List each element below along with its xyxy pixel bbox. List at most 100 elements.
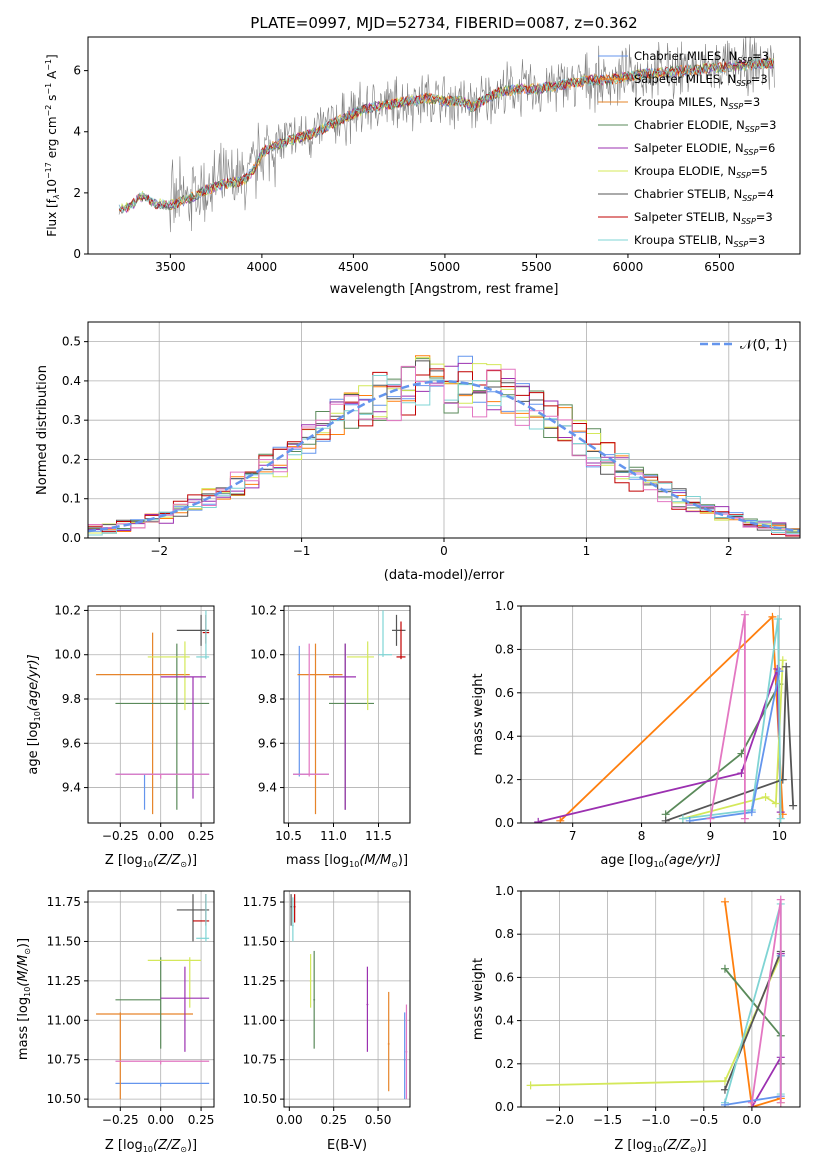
y-axis-label: Flux [fλ10−17 erg cm−2 s−1 A−1] (44, 54, 61, 236)
x-tick-label: 4000 (247, 260, 278, 274)
x-tick-label: 6500 (704, 260, 735, 274)
y-tick-label: 0.4 (495, 729, 514, 743)
label-segment: erg cm (45, 116, 59, 162)
x-tick-label: 10.5 (275, 829, 302, 843)
series-point (761, 792, 770, 801)
x-tick-label: 0.00 (147, 1113, 174, 1127)
y-axis-label: mass [log10(M/M⊙)] (16, 938, 32, 1060)
series-point (775, 667, 784, 676)
y-tick-label: 9.8 (62, 692, 81, 706)
y-tick-label: 0.6 (495, 970, 514, 984)
series-point (747, 1098, 756, 1107)
series-point (720, 964, 729, 973)
label-segment: ⊙ (180, 1145, 187, 1154)
label-segment: −1 (44, 83, 53, 95)
y-tick-label: 0.3 (62, 413, 81, 427)
label-segment: SSP (741, 217, 756, 226)
x-tick-label: 0.25 (188, 829, 215, 843)
series-point (720, 1085, 729, 1094)
plot-area (118, 37, 775, 233)
series-point (789, 801, 798, 810)
series-point (771, 799, 780, 808)
model-spectrum-line (118, 58, 774, 212)
label-segment: =3 (756, 210, 773, 224)
x-tick-label: 11.0 (320, 829, 347, 843)
panel-residuals: −2 −1 0 1 2 0.0 0.1 0.2 0.3 0.4 0.5 (data-model)/er… (35, 321, 801, 583)
label-segment: SSP (734, 240, 749, 249)
label-segment: Kroupa MILES, N (634, 95, 729, 109)
label-segment: )] (187, 1138, 197, 1153)
y-tick-label: 0.1 (62, 492, 81, 506)
y-tick-label: 0.5 (62, 335, 81, 349)
label-segment: SSP (737, 56, 752, 65)
y-tick-label: 2 (73, 186, 81, 200)
y-axis-label-group: age [log10(age/yr)] (26, 654, 42, 774)
y-tick-label: 11.75 (47, 895, 81, 909)
label-segment: SSP (736, 79, 751, 88)
label-segment: SSP (729, 102, 744, 111)
series-line (709, 614, 746, 819)
x-tick-label: 8 (638, 829, 646, 843)
label-segment: Chabrier MILES, N (634, 49, 737, 63)
legend-entry: Kroupa MILES, NSSP=3 (634, 95, 760, 111)
x-axis-label: age [log10(age/yr)] (600, 853, 720, 869)
y-tick-label: 1.0 (495, 884, 514, 898)
x-tick-label: −1.0 (641, 1113, 670, 1127)
y-tick-label: 1.0 (495, 599, 514, 613)
x-tick-label: −1 (293, 544, 311, 558)
y-tick-label: 11.75 (243, 895, 277, 909)
label-segment: 10 (143, 1145, 153, 1154)
x-tick-label: 0.25 (320, 1113, 347, 1127)
y-tick-label: 0.4 (495, 1014, 514, 1028)
label-segment: (Z/Z (153, 853, 181, 868)
y-tick-label: 10.75 (47, 1053, 81, 1067)
label-segment: SSP (736, 171, 751, 180)
y-tick-label: 0.4 (62, 374, 81, 388)
x-tick-label: −2 (150, 544, 168, 558)
histogram-step (88, 368, 800, 537)
series-point (740, 610, 749, 619)
label-segment: Z [log (105, 853, 143, 868)
plot-area (534, 610, 798, 823)
label-segment: A (45, 70, 59, 83)
panel-spectrum: 3500 4000 4500 5000 5500 6000 6500 0 2 4 6 waveleng… (44, 36, 801, 297)
label-segment: 10 (23, 987, 32, 997)
label-segment: 10 (349, 860, 359, 869)
series-point (768, 612, 777, 621)
series-point (678, 814, 687, 823)
axes-frame (283, 890, 411, 1108)
series-point (740, 814, 749, 823)
figure-title: PLATE=0997, MJD=52734, FIBERID=0087, z=0… (250, 14, 637, 32)
y-tick-label: 9.8 (258, 692, 277, 706)
label-segment: =5 (751, 164, 768, 178)
x-tick-label: 0.00 (276, 1113, 303, 1127)
label-segment: ⊙ (690, 1145, 697, 1154)
label-segment: (Z/Z (153, 1138, 181, 1153)
y-axis-label: age [log10(age/yr)] (26, 654, 42, 774)
label-segment: (M/M (16, 955, 31, 987)
legend-entry: Chabrier STELIB, NSSP=4 (634, 187, 774, 203)
plot-area (293, 610, 406, 815)
label-segment: )] (16, 938, 31, 948)
y-tick-label: 0.6 (495, 686, 514, 700)
label-segment: Chabrier STELIB, N (634, 187, 742, 201)
series-point (773, 615, 782, 624)
panel-age_vs_Z: −0.25 0.00 0.259.49.69.810.010.2Z [log10(Z… (26, 603, 215, 869)
label-segment: SSP (745, 125, 760, 134)
y-tick-label: 10.0 (250, 648, 277, 662)
label-segment: (age/yr)] (664, 853, 721, 868)
legend-entry: Kroupa ELODIE, NSSP=5 (634, 164, 768, 180)
x-tick-label: 0.25 (188, 1113, 215, 1127)
x-axis-label: Z [log10(Z/Z⊙)] (105, 1138, 197, 1154)
axes-frame (87, 605, 215, 824)
y-tick-label: 10.50 (243, 1092, 277, 1106)
series-line (665, 666, 795, 822)
series-point (661, 816, 670, 823)
label-segment: =3 (748, 233, 765, 247)
x-axis-label: Z [log10(Z/Z⊙)] (614, 1138, 706, 1154)
series-point (526, 1081, 535, 1090)
y-tick-label: 0.8 (495, 642, 514, 656)
label-segment: ⊙ (180, 860, 187, 869)
label-segment: age [log (26, 721, 41, 774)
